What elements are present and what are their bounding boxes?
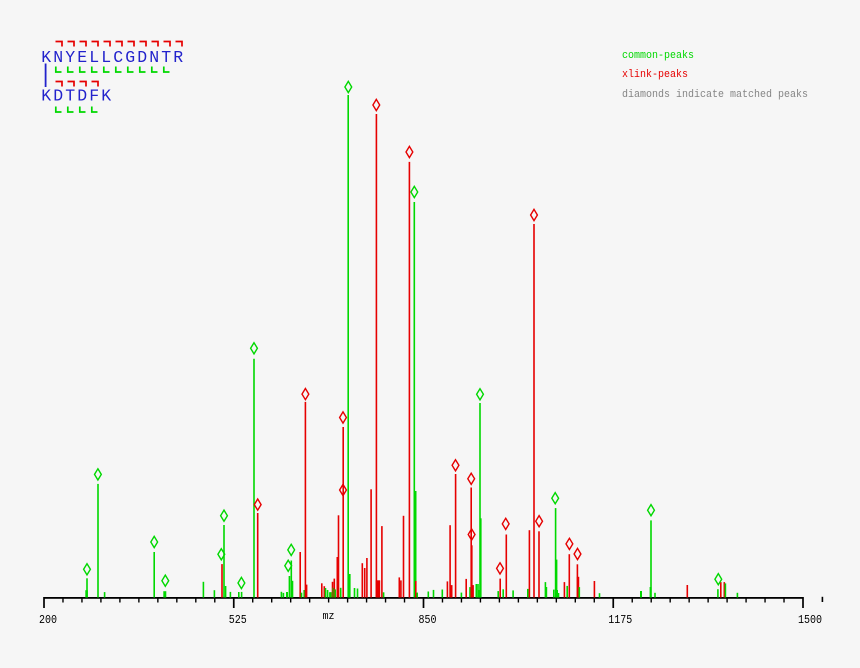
svg-text:525: 525 [229, 613, 247, 627]
svg-text:200: 200 [39, 613, 57, 627]
svg-text:xlink-peaks: xlink-peaks [622, 69, 688, 81]
svg-text:common-peaks: common-peaks [622, 50, 694, 62]
svg-text:mz: mz [323, 611, 335, 623]
svg-text:diamonds indicate matched peak: diamonds indicate matched peaks [622, 89, 808, 101]
svg-text:850: 850 [419, 613, 437, 627]
svg-text:1500: 1500 [798, 613, 822, 627]
svg-text:1175: 1175 [608, 613, 632, 627]
